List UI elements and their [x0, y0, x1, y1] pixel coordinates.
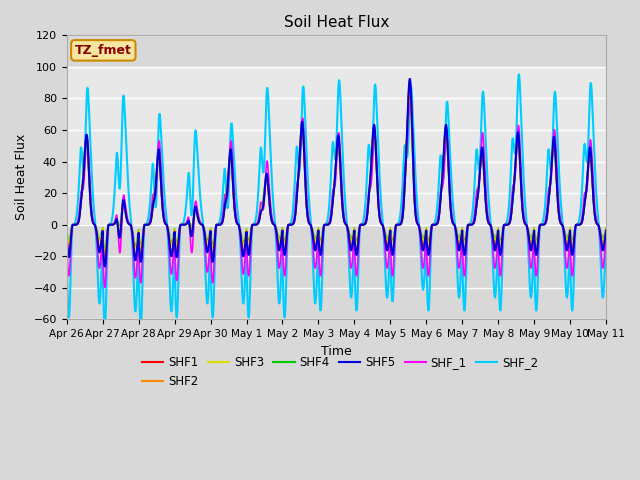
Line: SHF3: SHF3 — [67, 94, 606, 252]
SHF3 — [406, 91, 413, 96]
SHF3 — [602, 226, 610, 231]
SHF3 — [600, 234, 608, 240]
Line: SHF2: SHF2 — [67, 82, 606, 262]
SHF2 — [600, 239, 608, 244]
SHF3 — [179, 222, 186, 228]
SHF1 — [600, 240, 608, 246]
SHF_2 — [63, 264, 70, 270]
Line: SHF_1: SHF_1 — [67, 89, 606, 288]
SHF_2 — [265, 106, 273, 111]
Line: SHF4: SHF4 — [67, 92, 606, 250]
SHF_1 — [411, 191, 419, 196]
SHF3 — [488, 224, 495, 230]
SHF_2 — [173, 314, 180, 320]
SHF4 — [265, 194, 273, 200]
SHF_1 — [602, 232, 610, 238]
SHF_2 — [602, 239, 610, 245]
SHF5 — [179, 222, 186, 228]
SHF3 — [173, 242, 180, 248]
SHF_1 — [101, 285, 109, 290]
SHF2 — [63, 235, 70, 240]
X-axis label: Time: Time — [321, 345, 352, 358]
SHF1 — [173, 252, 180, 258]
SHF1 — [411, 202, 419, 208]
SHF_1 — [600, 255, 608, 261]
SHF3 — [63, 230, 70, 236]
Bar — [67, 67, 606, 225]
SHF1 — [63, 236, 70, 241]
SHF5 — [600, 242, 608, 248]
SHF1 — [101, 261, 109, 267]
SHF4 — [411, 204, 419, 210]
Line: SHF_2: SHF_2 — [67, 74, 606, 327]
SHF_2 — [600, 278, 608, 284]
SHF3 — [411, 204, 419, 210]
SHF1 — [488, 225, 495, 231]
Line: SHF1: SHF1 — [67, 83, 606, 264]
Line: SHF5: SHF5 — [67, 79, 606, 266]
SHF2 — [265, 192, 273, 197]
SHF_1 — [173, 277, 180, 283]
SHF2 — [101, 259, 109, 264]
SHF2 — [173, 250, 180, 255]
SHF5 — [488, 226, 495, 231]
SHF1 — [265, 192, 273, 197]
SHF2 — [179, 222, 186, 228]
SHF_1 — [265, 176, 273, 181]
SHF1 — [602, 228, 610, 233]
SHF_1 — [488, 228, 495, 234]
SHF2 — [411, 202, 419, 208]
SHF5 — [602, 228, 610, 234]
SHF_2 — [488, 229, 495, 235]
SHF_1 — [63, 245, 70, 251]
SHF3 — [101, 250, 109, 255]
SHF2 — [406, 79, 413, 84]
SHF2 — [602, 227, 610, 233]
SHF_1 — [406, 86, 414, 92]
SHF3 — [265, 194, 273, 200]
SHF4 — [602, 225, 610, 231]
Legend: SHF1, SHF2, SHF3, SHF4, SHF5, SHF_1, SHF_2: SHF1, SHF2, SHF3, SHF4, SHF5, SHF_1, SHF… — [138, 352, 543, 393]
SHF5 — [101, 264, 109, 269]
SHF1 — [406, 80, 413, 85]
SHF5 — [411, 202, 419, 207]
SHF5 — [265, 190, 273, 196]
SHF_2 — [179, 221, 186, 227]
SHF4 — [63, 229, 70, 235]
Title: Soil Heat Flux: Soil Heat Flux — [284, 15, 389, 30]
Text: TZ_fmet: TZ_fmet — [75, 44, 132, 57]
Y-axis label: Soil Heat Flux: Soil Heat Flux — [15, 134, 28, 220]
SHF_1 — [179, 222, 186, 228]
SHF4 — [406, 89, 413, 95]
SHF2 — [488, 225, 495, 231]
SHF_2 — [101, 324, 109, 330]
SHF1 — [179, 222, 186, 228]
SHF4 — [600, 232, 608, 238]
SHF5 — [173, 254, 180, 260]
SHF_2 — [515, 72, 523, 77]
SHF4 — [101, 247, 109, 253]
SHF4 — [173, 240, 180, 246]
SHF4 — [488, 224, 495, 229]
SHF_2 — [411, 158, 419, 164]
SHF5 — [63, 237, 70, 242]
SHF4 — [179, 222, 186, 228]
SHF5 — [406, 76, 413, 82]
